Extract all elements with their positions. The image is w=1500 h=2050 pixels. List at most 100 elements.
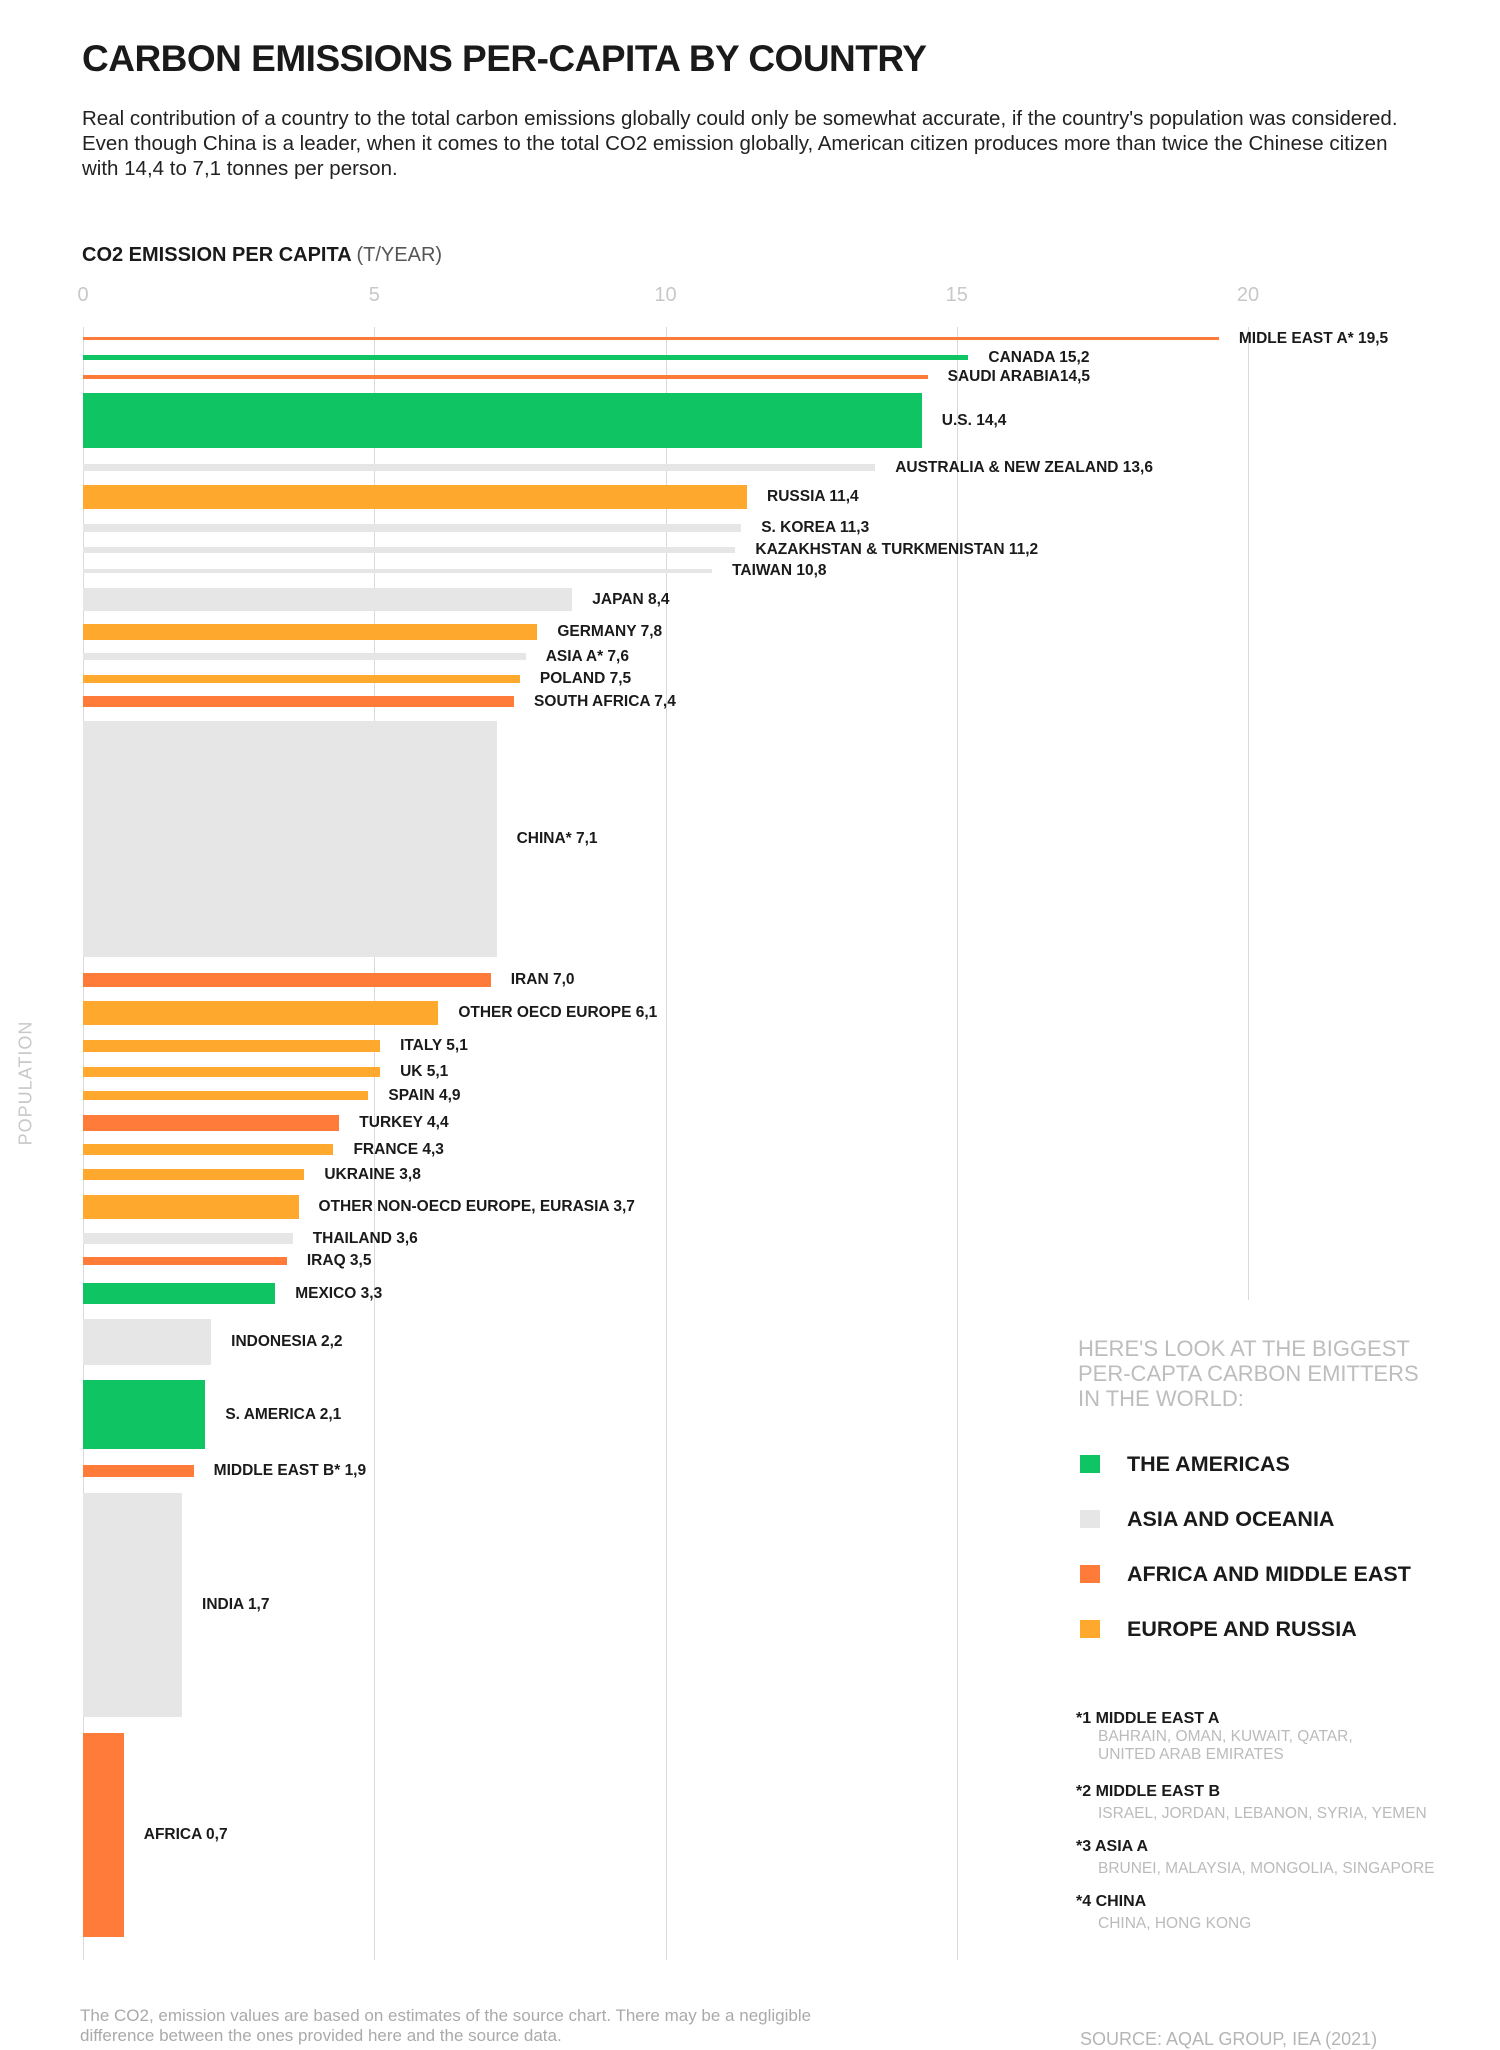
bar-label: S. KOREA 11,3 [761,519,870,536]
x-tick-label: 5 [368,284,380,306]
bar-label: AFRICA 0,7 [143,1826,228,1843]
bar-label: MEXICO 3,3 [295,1284,383,1302]
bar [83,1001,439,1025]
bar [83,1493,183,1717]
page-title: CARBON EMISSIONS PER-CAPITA BY COUNTRY [82,38,927,79]
bar-label: INDIA 1,7 [202,1596,270,1613]
bar [83,721,497,957]
bar [83,1115,340,1131]
bar [83,1465,194,1477]
bar-label: INDONESIA 2,2 [231,1333,343,1350]
bar-label: JAPAN 8,4 [592,590,670,608]
bar-label: ITALY 5,1 [400,1037,468,1054]
footnote-title: *4 CHINA [1076,1893,1147,1910]
bar [83,1195,299,1219]
bar [83,1233,293,1244]
footnote-body: BAHRAIN, OMAN, KUWAIT, QATAR, UNITED ARA… [1098,1728,1353,1763]
bar-label: MIDDLE EAST B* 1,9 [213,1462,367,1479]
gridline [956,327,958,1960]
bar [83,464,876,471]
gridline [374,327,376,1960]
description: Real contribution of a country to the to… [82,107,1398,180]
footnote-body: CHINA, HONG KONG [1098,1915,1252,1932]
bar [83,569,713,573]
bar [83,624,538,640]
bar [83,1067,381,1077]
legend-swatch [1080,1510,1100,1528]
bar [83,1257,287,1265]
bar-label: THAILAND 3,6 [312,1229,418,1247]
footnote: *1 MIDDLE EAST A BAHRAIN, OMAN, KUWAIT, Q… [1076,1710,1398,1764]
bar-label: TAIWAN 10,8 [732,562,827,579]
bar [83,337,1219,340]
bar [83,1380,206,1449]
legend-label: ASIA AND OCEANIA [1127,1507,1335,1531]
footnote-title: *2 MIDDLE EAST B [1076,1783,1221,1800]
x-axis-title: CO2 EMISSION PER CAPITA (T/YEAR) [82,244,442,267]
footnote-title: *3 ASIA A [1076,1838,1149,1855]
bar [83,973,491,987]
bar-label: FRANCE 4,3 [353,1140,444,1158]
bar-label: MIDLE EAST A* 19,5 [1238,329,1389,347]
legend-swatch [1080,1565,1100,1583]
legend-label: EUROPE AND RUSSIA [1127,1617,1357,1641]
bar-label: SAUDI ARABIA14,5 [947,368,1091,385]
legend-swatch [1080,1455,1100,1473]
legend-heading: HERE'S LOOK AT THE BIGGEST PER-CAPTA CAR… [1078,1336,1419,1411]
bar [83,696,515,707]
x-tick-label: 0 [77,284,89,306]
x-tick-label: 15 [945,284,968,306]
x-axis-label: CO2 EMISSION PER CAPITA [82,244,351,266]
bar-label: U.S. 14,4 [941,411,1007,429]
x-tick-label: 20 [1236,284,1260,306]
bar [83,1733,124,1937]
bar [83,524,742,532]
bar-label: IRAN 7,0 [510,971,575,988]
bar-label: TURKEY 4,4 [359,1114,449,1131]
footnote-body: ISRAEL, JORDAN, LEBANON, SYRIA, YEMEN [1098,1805,1427,1822]
bar [83,653,526,660]
bar-label: SPAIN 4,9 [388,1086,461,1104]
bar-label: KAZAKHSTAN & TURKMENISTAN 11,2 [755,541,1039,558]
bar-label: RUSSIA 11,4 [767,488,859,505]
x-axis-unit: (T/YEAR) [356,244,443,266]
footer-note: The CO2, emission values are based on es… [80,2006,812,2045]
bar [83,1319,212,1365]
bar [83,485,748,509]
footnote-body: BRUNEI, MALAYSIA, MONGOLIA, SINGAPORE [1098,1860,1435,1877]
gridline [1248,327,1249,1300]
bar [83,355,969,360]
bar-label: OTHER NON-OECD EUROPE, EURASIA 3,7 [318,1198,635,1215]
bar [83,1144,334,1155]
bar [83,375,928,379]
bar [83,1091,369,1100]
bar [83,1283,276,1304]
bar-label: CANADA 15,2 [988,348,1090,366]
x-tick-label: 10 [654,284,677,306]
footnote-title: *1 MIDDLE EAST A [1076,1710,1220,1727]
legend-swatch [1080,1620,1100,1638]
legend-label: AFRICA AND MIDDLE EAST [1127,1562,1411,1586]
bar-label: SOUTH AFRICA 7,4 [534,692,676,710]
footnote: *3 ASIA A BRUNEI, MALAYSIA, MONGOLIA, SIN… [1076,1838,1434,1878]
bar [83,1040,381,1052]
bar [83,547,736,553]
legend-label: THE AMERICAS [1127,1452,1290,1476]
bar-label: OTHER OECD EUROPE 6,1 [458,1004,658,1021]
bar-label: UK 5,1 [400,1063,449,1080]
bar-label: UKRAINE 3,8 [324,1165,421,1183]
gridline [83,327,84,1960]
bar-label: AUSTRALIA & NEW ZEALAND 13,6 [895,458,1153,476]
bar [83,675,520,683]
y-axis-label: POPULATION [15,1020,36,1146]
bar-label: POLAND 7,5 [539,670,632,687]
gridline [665,327,667,1960]
bar-label: CHINA* 7,1 [516,830,598,847]
source: SOURCE: AQAL GROUP, IEA (2021) [1080,2029,1378,2049]
bar-label: S. AMERICA 2,1 [225,1405,342,1423]
bar [83,393,922,448]
footnote: *2 MIDDLE EAST B ISRAEL, JORDAN, LEBANON,… [1076,1783,1427,1823]
bar-label: GERMANY 7,8 [557,623,663,640]
bar-label: ASIA A* 7,6 [545,647,629,665]
bar [83,588,573,611]
